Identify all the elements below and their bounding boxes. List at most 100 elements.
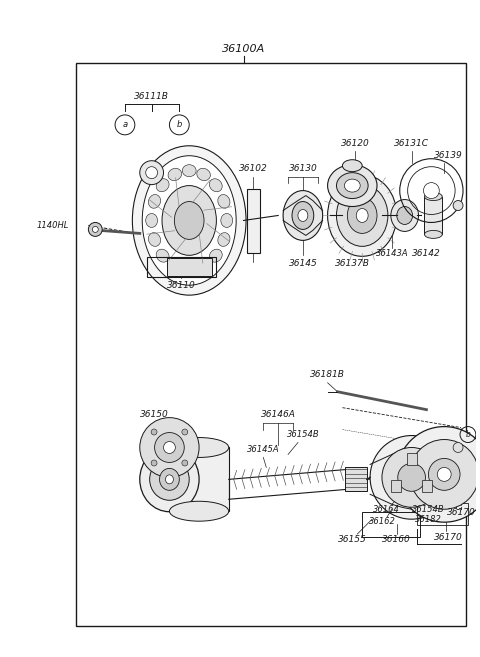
Text: 36110: 36110 [167, 281, 196, 290]
Ellipse shape [424, 231, 442, 238]
Circle shape [409, 440, 479, 509]
Circle shape [429, 459, 460, 490]
Text: 36131C: 36131C [394, 139, 429, 148]
Circle shape [453, 200, 463, 210]
Circle shape [92, 227, 98, 233]
Circle shape [146, 167, 157, 179]
Ellipse shape [156, 179, 169, 192]
Text: b: b [466, 430, 470, 439]
Ellipse shape [168, 260, 181, 273]
Ellipse shape [174, 202, 204, 239]
Circle shape [164, 442, 175, 453]
Bar [424, 196, 442, 235]
Ellipse shape [159, 468, 180, 490]
Ellipse shape [209, 179, 222, 192]
Text: 36170: 36170 [434, 533, 463, 541]
Bar [417, 503, 468, 525]
Text: 36150: 36150 [140, 410, 169, 419]
Ellipse shape [197, 168, 210, 181]
Ellipse shape [162, 186, 216, 256]
Ellipse shape [182, 165, 196, 177]
Ellipse shape [348, 198, 377, 233]
Ellipse shape [166, 475, 173, 484]
Ellipse shape [218, 194, 230, 208]
Text: 36139: 36139 [434, 151, 463, 160]
Ellipse shape [168, 168, 181, 181]
Ellipse shape [148, 233, 161, 246]
Bar [346, 467, 367, 491]
Ellipse shape [209, 249, 222, 262]
Bar [147, 258, 216, 277]
Text: 36181B: 36181B [310, 371, 345, 379]
Text: 36142: 36142 [412, 249, 441, 258]
Bar [75, 63, 466, 625]
Ellipse shape [298, 210, 308, 221]
Circle shape [398, 463, 425, 491]
Ellipse shape [169, 501, 229, 521]
Ellipse shape [169, 438, 229, 457]
Circle shape [182, 429, 188, 435]
Ellipse shape [336, 173, 368, 198]
Bar [407, 453, 417, 465]
Ellipse shape [132, 146, 246, 295]
Ellipse shape [156, 249, 169, 262]
Ellipse shape [397, 206, 413, 225]
Ellipse shape [327, 165, 377, 206]
Bar [169, 447, 229, 511]
Text: 36145A: 36145A [247, 445, 280, 454]
Circle shape [370, 436, 453, 519]
Ellipse shape [197, 260, 210, 273]
Ellipse shape [221, 214, 233, 227]
Ellipse shape [148, 194, 161, 208]
Text: a: a [122, 120, 128, 129]
Ellipse shape [342, 160, 362, 171]
Ellipse shape [356, 208, 368, 223]
Text: 36102: 36102 [239, 164, 268, 173]
Text: 36170: 36170 [447, 508, 475, 516]
Bar [391, 480, 401, 492]
Ellipse shape [146, 214, 157, 227]
Circle shape [151, 429, 157, 435]
Ellipse shape [218, 233, 230, 246]
Text: 36162: 36162 [369, 516, 396, 526]
Circle shape [151, 460, 157, 466]
Text: 36137B: 36137B [335, 259, 370, 268]
Text: 36145: 36145 [288, 259, 317, 268]
Ellipse shape [391, 200, 419, 231]
Text: 36100A: 36100A [222, 44, 265, 54]
Text: 36154B: 36154B [412, 505, 445, 514]
Circle shape [140, 161, 164, 185]
Bar [362, 512, 420, 537]
Circle shape [140, 418, 199, 478]
Ellipse shape [327, 175, 397, 256]
Text: 36123: 36123 [168, 263, 195, 272]
Ellipse shape [142, 156, 236, 285]
Ellipse shape [182, 264, 196, 276]
Ellipse shape [344, 179, 360, 192]
Ellipse shape [150, 459, 189, 500]
Ellipse shape [336, 185, 388, 246]
Text: 36155: 36155 [338, 535, 367, 543]
Circle shape [453, 443, 463, 453]
Circle shape [423, 183, 439, 198]
Circle shape [155, 432, 184, 463]
Ellipse shape [292, 202, 314, 229]
Text: 36160: 36160 [383, 535, 411, 543]
Text: 36111B: 36111B [134, 93, 169, 101]
Circle shape [88, 223, 102, 237]
Circle shape [182, 460, 188, 466]
Text: b: b [177, 120, 182, 129]
Bar [247, 189, 260, 254]
Text: 36130: 36130 [288, 164, 317, 173]
Text: 36120: 36120 [341, 139, 370, 148]
Bar [422, 480, 432, 492]
Bar [168, 258, 212, 276]
Text: 36154B: 36154B [287, 430, 319, 439]
Text: 36182: 36182 [415, 514, 442, 524]
Ellipse shape [283, 191, 323, 240]
Text: 36164: 36164 [373, 505, 400, 514]
Circle shape [397, 426, 480, 522]
Ellipse shape [140, 447, 199, 512]
Text: 36143A: 36143A [375, 249, 408, 258]
Circle shape [437, 467, 451, 482]
